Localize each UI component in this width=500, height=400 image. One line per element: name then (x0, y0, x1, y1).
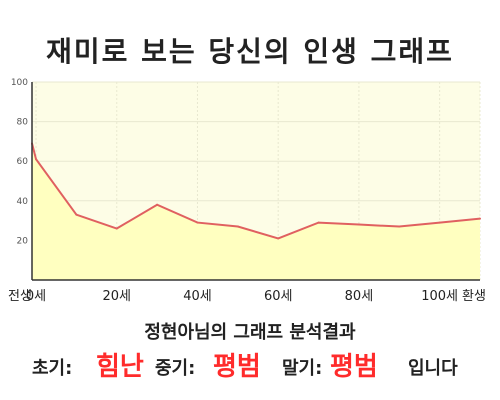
x-tick-label: 60세 (264, 289, 293, 304)
y-tick-label: 80 (17, 118, 29, 128)
data-point (357, 223, 360, 226)
x-tick-label: 20세 (102, 289, 131, 304)
area-fill (32, 143, 480, 280)
data-point (277, 237, 280, 240)
late-label: 말기: (282, 358, 323, 379)
x-tick-label: 0세 (26, 289, 46, 304)
x-tick-label: 40세 (183, 289, 212, 304)
data-point (75, 213, 78, 216)
x-tick-label: 100세 (421, 289, 458, 304)
x-tick-label: 전생 (8, 289, 32, 304)
data-point (438, 221, 441, 224)
data-point (398, 225, 401, 228)
y-tick-label: 100 (11, 78, 28, 88)
early-label: 초기: (32, 358, 73, 379)
data-point (196, 221, 199, 224)
data-point (156, 203, 159, 206)
data-point (479, 217, 481, 220)
x-tick-label: 환생 (462, 289, 486, 304)
mid-value: 평범 (213, 352, 261, 382)
mid-label: 중기: (155, 358, 196, 379)
y-tick-label: 20 (17, 236, 29, 246)
data-point (236, 225, 239, 228)
page-title: 재미로 보는 당신의 인생 그래프 (46, 35, 454, 68)
y-tick-label: 40 (17, 197, 29, 207)
analysis-result: 초기: 힘난 중기: 평범 말기: 평범 입니다 (0, 344, 500, 384)
x-tick-label: 80세 (345, 289, 374, 304)
analysis-summary: 정현아님의 그래프 분석결과 (144, 322, 356, 343)
late-value: 평범 (330, 352, 378, 382)
y-tick-label: 60 (17, 157, 29, 167)
early-value: 힘난 (96, 352, 144, 382)
data-point (35, 158, 38, 161)
data-point (317, 221, 320, 224)
data-point (115, 227, 118, 230)
result-suffix: 입니다 (408, 358, 458, 379)
